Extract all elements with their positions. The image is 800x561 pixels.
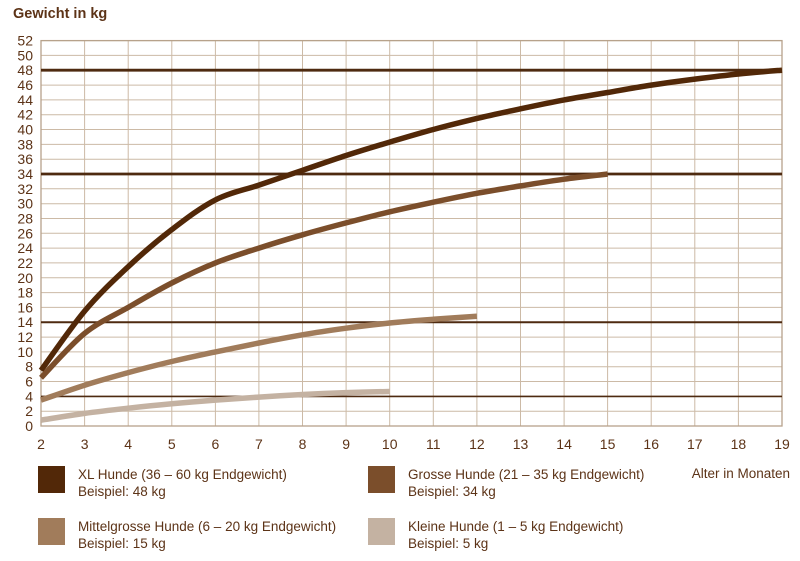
x-tick-label: 16 — [643, 436, 659, 452]
growth-curve-1 — [39, 171, 608, 380]
legend-label-xl: XL Hunde (36 – 60 kg Endgewicht) — [78, 467, 287, 482]
y-tick-label: 44 — [17, 92, 33, 108]
x-tick-label: 6 — [212, 436, 220, 452]
legend-swatch-grosse — [368, 466, 395, 493]
y-tick-label: 34 — [17, 166, 33, 182]
growth-curve-0 — [38, 67, 783, 373]
y-tick-label: 20 — [17, 270, 33, 286]
x-tick-label: 17 — [687, 436, 703, 452]
x-tick-label: 14 — [556, 436, 572, 452]
legend-item-mittelgrosse-hunde: Mittelgrosse Hunde (6 – 20 kg Endgewicht… — [38, 518, 336, 552]
x-tick-label: 2 — [37, 436, 45, 452]
x-tick-label: 10 — [382, 436, 398, 452]
y-tick-label: 36 — [17, 151, 33, 167]
growth-chart: 5250484644424038363432302826242220181614… — [17, 33, 790, 452]
y-tick-label: 12 — [17, 329, 33, 345]
y-tick-label: 24 — [17, 240, 33, 256]
y-tick-label: 4 — [25, 388, 33, 404]
x-tick-label: 9 — [342, 436, 350, 452]
legend-example-grosse: Beispiel: 34 kg — [408, 484, 496, 499]
y-tick-label: 48 — [17, 62, 33, 78]
y-tick-label: 6 — [25, 374, 33, 390]
y-tick-label: 8 — [25, 359, 33, 375]
x-tick-label: 7 — [255, 436, 263, 452]
y-tick-label: 16 — [17, 299, 33, 315]
y-tick-label: 14 — [17, 314, 33, 330]
y-tick-label: 2 — [25, 403, 33, 419]
x-axis-title: Alter in Monaten — [691, 466, 790, 481]
y-tick-label: 30 — [17, 196, 33, 212]
x-tick-label: 8 — [299, 436, 307, 452]
legend-label-mittelgrosse: Mittelgrosse Hunde (6 – 20 kg Endgewicht… — [78, 519, 337, 534]
legend-example-kleine: Beispiel: 5 kg — [408, 536, 489, 551]
x-tick-label: 5 — [168, 436, 176, 452]
legend-item-kleine-hunde: Kleine Hunde (1 – 5 kg Endgewicht) Beisp… — [368, 518, 623, 552]
x-tick-label: 19 — [774, 436, 790, 452]
y-tick-label: 52 — [17, 33, 33, 49]
legend-item-grosse-hunde: Grosse Hunde (21 – 35 kg Endgewicht) Bei… — [368, 466, 644, 500]
y-axis-title: Gewicht in kg — [13, 6, 108, 22]
y-tick-label: 18 — [17, 285, 33, 301]
y-tick-label: 32 — [17, 181, 33, 197]
x-tick-label: 13 — [513, 436, 529, 452]
y-tick-label: 10 — [17, 344, 33, 360]
growth-curve-2 — [40, 313, 478, 403]
legend-label-grosse: Grosse Hunde (21 – 35 kg Endgewicht) — [408, 467, 645, 482]
legend-example-xl: Beispiel: 48 kg — [78, 484, 166, 499]
x-tick-label: 18 — [731, 436, 747, 452]
legend-item-xl-hunde: XL Hunde (36 – 60 kg Endgewicht) Beispie… — [38, 466, 287, 500]
x-tick-label: 4 — [124, 436, 132, 452]
legend-swatch-xl — [38, 466, 65, 493]
y-tick-label: 22 — [17, 255, 33, 271]
legend-swatch-kleine — [368, 518, 395, 545]
legend-swatch-mittelgrosse — [38, 518, 65, 545]
y-tick-label: 38 — [17, 136, 33, 152]
x-tick-label: 15 — [600, 436, 616, 452]
y-tick-label: 26 — [17, 225, 33, 241]
x-tick-label: 12 — [469, 436, 485, 452]
y-tick-label: 50 — [17, 47, 33, 63]
y-tick-label: 46 — [17, 77, 33, 93]
x-tick-label: 3 — [81, 436, 89, 452]
plot-border — [40, 39, 783, 427]
y-tick-label: 0 — [25, 418, 33, 434]
y-tick-label: 42 — [17, 107, 33, 123]
y-tick-label: 40 — [17, 122, 33, 138]
legend-label-kleine: Kleine Hunde (1 – 5 kg Endgewicht) — [408, 519, 624, 534]
legend-example-mittelgrosse: Beispiel: 15 kg — [78, 536, 166, 551]
growth-curve-3 — [40, 388, 390, 423]
y-tick-label: 28 — [17, 211, 33, 227]
x-tick-label: 11 — [426, 436, 441, 452]
